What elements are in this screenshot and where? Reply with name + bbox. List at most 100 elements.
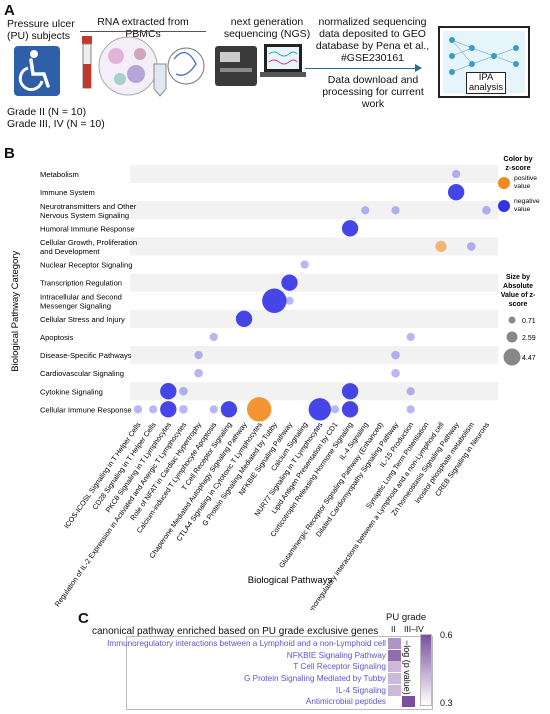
bubble-point [308,398,331,421]
bubble-point [160,401,177,418]
bubble-point [391,206,400,215]
heatmap-cell [388,638,401,650]
cells-icon [96,34,206,103]
y-tick-label: Cytokine Signaling [40,387,103,396]
row-band [130,309,498,328]
heatmap-grid [388,638,416,708]
bubble-point [194,368,203,378]
legend-negative-label: value [514,206,530,213]
y-tick-label: Cellular Immune Response [40,405,132,414]
legend-size-label: 2.59 [522,335,536,342]
heatmap-cell [388,661,401,673]
y-tick-label: Nuclear Receptor Signaling [40,261,132,270]
legend-size-title: score [509,301,528,308]
y-tick-label: Cardiovascular Signaling [40,369,124,378]
bubble-point [281,274,298,291]
deposit-label: normalized sequencing data deposited to … [315,16,430,64]
download-label: Data download and processing for current… [322,74,424,110]
legend-negative-label: negative [514,198,540,205]
bubble-point [209,332,218,342]
panel-b-letter: B [4,145,15,162]
bubble-point [341,401,359,418]
bubble-point [391,368,400,378]
grade-iii-iv-label: Grade III, IV (N = 10) [7,118,105,130]
bubble-point [406,405,415,414]
bubble-point [361,206,370,215]
colorbar-max: 0.6 [440,630,453,640]
legend-size-swatch [508,316,516,324]
subjects-label: Pressure ulcer (PU) subjects [7,18,75,42]
y-axis-label: Biological Pathway Category [10,251,21,372]
bubble-point [179,405,188,414]
bubble-point [452,169,461,179]
legend-size-swatch [503,348,521,366]
y-tick-label: Intracellular and Second Messenger Signal… [40,292,122,310]
panel-a-letter: A [4,2,15,19]
bubble-point [262,288,287,313]
y-tick-label: Cellular Growth, Proliferation and Develo… [40,238,137,256]
heatmap-row-label: G Protein Signaling Mediated by Tubby [243,674,386,683]
bubble-point [406,332,415,342]
bubble-point [330,405,340,414]
y-tick-label: Humoral Immune Response [40,224,135,233]
colorbar [420,634,432,706]
bubble-point [447,183,465,201]
legend-negative-swatch [498,200,510,212]
heatmap-row-label: T Cell Receptor Signaling [293,662,386,672]
bubble-point [209,405,218,414]
legend-size-label: 4.47 [522,355,536,362]
legend-color-title: z-score [505,163,530,172]
bubble-points [133,169,491,422]
y-tick-label: Cellular Stress and Injury [40,315,125,324]
sequencer-icon [214,44,258,93]
y-tick-label: Immune System [40,188,95,197]
heatmap-column-label: III–IV [404,624,424,634]
blood-tube-icon [80,36,94,97]
heatmap-header: PU grade [386,612,427,623]
bubble-point [341,383,359,400]
bubble-chart: Metabolism Immune System Neurotransmitters… [10,154,540,610]
row-band [130,346,498,365]
wheelchair-icon [14,46,60,101]
heatmap-row-label: NFKBIE Signaling Pathway [286,650,386,660]
heatmap-cell [402,661,415,673]
bubble-point [235,310,253,328]
legend-positive-label: value [514,183,530,190]
bubble-point [179,386,188,396]
bubble-point [341,220,359,237]
bubble-point [246,397,272,422]
heatmap-cell [402,673,415,685]
heatmap-cell [402,638,415,650]
heatmap-cell [402,649,415,661]
legend-size-label: 0.71 [522,318,536,325]
ngs-label: next generation sequencing (NGS) [223,16,311,40]
x-axis-label: Biological Pathways [248,575,333,586]
row-band [130,382,498,401]
bubble-point [133,405,143,414]
legend-size-swatch [506,331,518,343]
bubble-point [482,205,491,215]
y-tick-labels: Metabolism Immune System Neurotransmitters… [40,170,137,414]
heatmap-cell [402,684,415,696]
heatmap-cell [388,696,401,708]
bubble-point [220,401,238,418]
bubble-point [194,350,203,360]
bubble-point [435,240,447,253]
legend-size-title: Value of z- [501,292,536,299]
row-bands [130,165,498,401]
grade-ii-label: Grade II (N = 10) [7,106,87,118]
heatmap-row-label: Antimicrobial peptides [305,697,386,707]
ipa-label: IPA analysis [466,72,506,94]
heatmap-frame [126,636,433,710]
legend-size-title: Size by [506,274,530,281]
y-tick-label: Disease-Specific Pathways [40,351,132,360]
bubble-point [466,242,476,251]
bubble-point [285,296,294,305]
heatmap-cell [388,684,401,696]
heatmap-column-label: II [391,624,396,634]
row-band [130,273,498,292]
heatmap-row-labels: Immunoregulatory interactions between a … [107,638,386,708]
heatmap-cell [388,673,401,685]
heatmap-cell [402,696,415,708]
colorbar-label: −log (p value) [402,640,412,695]
